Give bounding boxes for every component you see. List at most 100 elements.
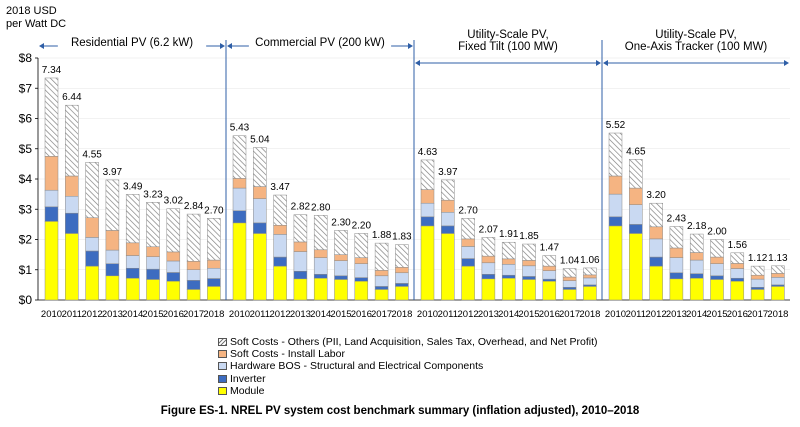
- bar-segment-inverter: [354, 277, 369, 282]
- x-tick-label: 2010: [41, 309, 62, 320]
- group-title: Fixed Tilt (100 MW): [458, 41, 558, 53]
- cost-benchmark-chart: $0 $1 $2 $3 $4 $5 $6 $7 $8 Residential PV (6.2 kW…: [19, 29, 790, 320]
- total-label: 1.04: [560, 256, 580, 267]
- bar-segment-inverter: [689, 273, 704, 279]
- x-tick-label: 2018: [203, 309, 224, 320]
- bar-segment-soft_other: [522, 243, 536, 261]
- bar-segment-soft_labor: [313, 249, 328, 258]
- bar-segment-inverter: [253, 222, 267, 234]
- bar-segment-bos: [166, 260, 181, 273]
- x-tick-label: 2013: [478, 309, 499, 320]
- bar-segment-soft_labor: [750, 274, 765, 280]
- bar-segment-module: [374, 289, 389, 301]
- bar-segment-module: [105, 275, 120, 301]
- bar-segment-soft_other: [232, 135, 247, 179]
- bar-segment-soft_other: [730, 252, 745, 264]
- bar-segment-module: [85, 265, 99, 301]
- legend-swatch-bos: [218, 362, 227, 371]
- bar-segment-inverter: [522, 276, 536, 280]
- total-label: 2.70: [458, 205, 478, 216]
- total-label: 2.07: [479, 224, 499, 235]
- x-tick-label: 2015: [142, 309, 163, 320]
- bar-segment-soft_labor: [166, 251, 181, 262]
- y-unit-line-1: 2018 USD: [6, 5, 57, 17]
- x-tick-label: 2010: [605, 309, 626, 320]
- bar-segment-bos: [334, 260, 348, 277]
- group-arrowhead: [603, 60, 608, 66]
- bar-segment-module: [293, 278, 308, 301]
- x-tick-label: 2010: [229, 309, 250, 320]
- group-title: Commercial PV (200 kW): [255, 37, 385, 49]
- bar-segment-bos: [608, 193, 623, 218]
- bar-segment-soft_labor: [125, 242, 140, 256]
- bar-segment-soft_labor: [562, 276, 577, 281]
- bar-segment-inverter: [186, 280, 201, 290]
- bar-segment-soft_other: [334, 230, 348, 255]
- bar-segment-inverter: [649, 256, 663, 267]
- bar-segment-inverter: [85, 250, 99, 267]
- bar-segment-bos: [583, 277, 597, 286]
- bar-segment-bos: [374, 275, 389, 287]
- bar-segment-soft_labor: [501, 258, 516, 265]
- x-tick-label: 2017: [183, 309, 204, 320]
- bar-segment-module: [334, 279, 348, 301]
- bar-segment-soft_labor: [65, 175, 79, 197]
- bar-segment-module: [232, 222, 247, 301]
- bar-segment-bos: [273, 234, 287, 258]
- legend-label-soft-labor: Soft Costs - Install Labor: [230, 348, 345, 361]
- bar-segment-module: [253, 233, 267, 301]
- x-tick-label: 2018: [579, 309, 600, 320]
- bar-segment-module: [441, 233, 455, 301]
- bar-segment-soft_labor: [395, 267, 409, 274]
- bar-segment-soft_other: [105, 179, 120, 231]
- bar-segment-soft_other: [669, 226, 684, 249]
- bar-segment-soft_labor: [334, 254, 348, 261]
- bar-segment-inverter: [293, 271, 308, 280]
- bar-segment-inverter: [334, 275, 348, 280]
- total-label: 5.04: [250, 135, 270, 146]
- total-label: 3.97: [438, 167, 458, 178]
- bar-segment-soft_labor: [608, 175, 623, 195]
- bar-segment-soft_other: [354, 233, 369, 258]
- bar-segment-soft_other: [374, 242, 389, 271]
- bar-segment-inverter: [44, 206, 59, 222]
- bar-segment-module: [710, 279, 724, 301]
- x-tick-label: 2017: [559, 309, 580, 320]
- bar-segment-inverter: [105, 263, 120, 277]
- legend-item-soft-labor: Soft Costs - Install Labor: [218, 348, 597, 360]
- bar-segment-bos: [461, 246, 475, 259]
- bar-segment-soft_labor: [207, 259, 221, 269]
- total-label: 1.88: [372, 230, 392, 241]
- bar-segment-inverter: [542, 278, 557, 282]
- bar-segment-bos: [542, 270, 557, 280]
- bar-segment-bos: [44, 189, 59, 208]
- legend-label-soft-other: Soft Costs - Others (PII, Land Acquisiti…: [230, 336, 598, 348]
- bar-segment-bos: [481, 262, 496, 275]
- y-tick-label: $2: [19, 233, 33, 247]
- bar-segment-module: [629, 233, 643, 301]
- bar-segment-soft_labor: [253, 186, 267, 199]
- bar-segment-inverter: [65, 212, 79, 234]
- bar-segment-bos: [501, 264, 516, 276]
- bar-segment-inverter: [313, 274, 328, 279]
- x-tick-label: 2018: [391, 309, 412, 320]
- bar-segment-module: [146, 279, 160, 301]
- bar-segment-soft_labor: [689, 252, 704, 261]
- bar-segment-bos: [669, 257, 684, 274]
- total-label: 2.20: [352, 220, 372, 231]
- y-tick-label: $6: [19, 112, 33, 126]
- y-tick-label: $4: [19, 172, 33, 186]
- total-label: 2.00: [707, 227, 727, 238]
- legend-item-module: Module: [218, 385, 597, 397]
- bar-segment-module: [730, 280, 745, 301]
- total-label: 3.20: [646, 190, 666, 201]
- bar-segment-soft_labor: [374, 270, 389, 277]
- bar-segment-bos: [441, 212, 455, 227]
- bar-segment-module: [273, 265, 287, 301]
- total-label: 2.70: [204, 205, 224, 216]
- bar-segment-soft_labor: [186, 261, 201, 270]
- bar-segment-bos: [730, 268, 745, 279]
- bar-segment-soft_other: [583, 267, 597, 276]
- bar-segment-inverter: [273, 256, 287, 267]
- bar-segment-soft_other: [395, 244, 409, 268]
